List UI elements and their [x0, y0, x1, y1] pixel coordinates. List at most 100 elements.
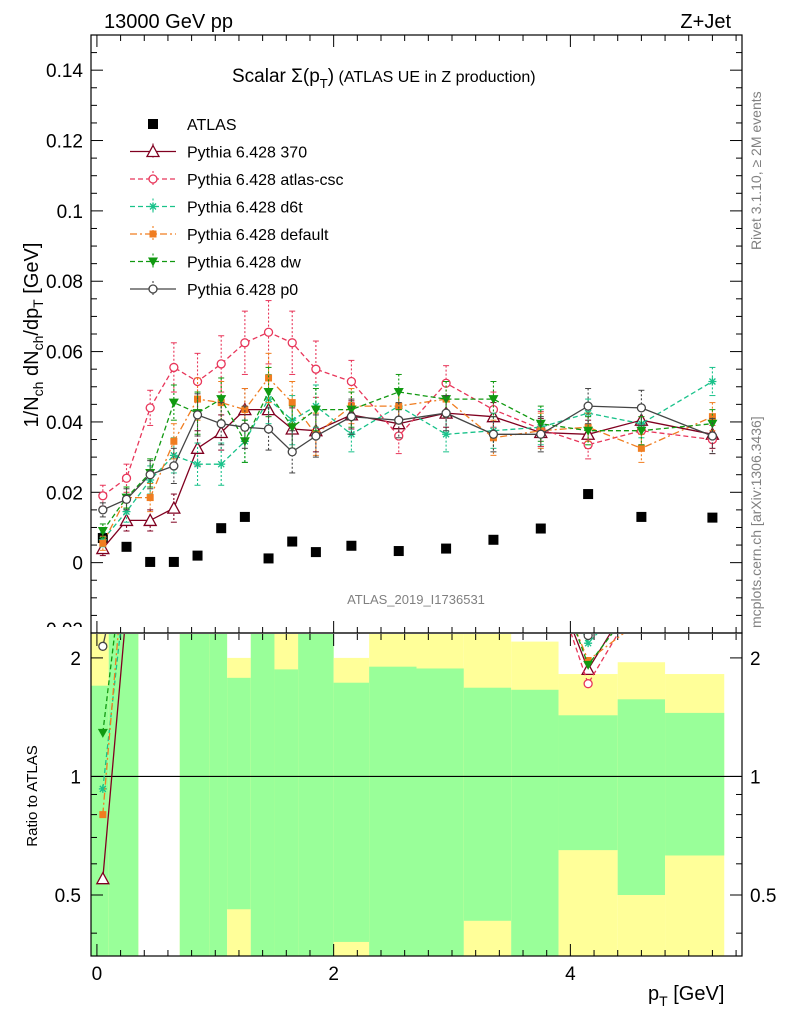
ratio-y-tick-label-right: 0.5: [750, 886, 776, 907]
data-point-dw: [239, 437, 250, 447]
ratio-line-p0: [102, 634, 591, 647]
chart-title: Scalar Σ(pT) (ATLAS UE in Z production): [232, 66, 536, 91]
data-point-ATLAS: [145, 556, 156, 567]
mcplots-label: mcplots.cern.ch [arXiv:1306.3436]: [748, 416, 764, 628]
series-line-d6t: [102, 380, 713, 541]
ratio-band-green: [91, 685, 109, 956]
ratio-band-green: [298, 634, 334, 956]
data-point-atlas_csc: [216, 359, 226, 369]
y-tick-label: 0.12: [46, 132, 83, 153]
analysis-watermark: ATLAS_2019_I1736531: [347, 592, 485, 607]
data-point-p0: [216, 419, 226, 429]
data-point-atlas_csc: [145, 403, 155, 413]
ratio-y-tick-label: 1: [70, 767, 81, 788]
legend-label-ATLAS: ATLAS: [187, 117, 237, 134]
data-point-d6t: [193, 460, 202, 469]
data-point-dw: [393, 388, 404, 398]
header-energy: 13000 GeV pp: [104, 11, 233, 33]
data-point-default: [395, 402, 403, 410]
y-tick-label: 0.14: [46, 61, 83, 82]
data-point-default: [265, 374, 273, 382]
data-point-d6t: [708, 377, 717, 386]
ratio-band-green: [108, 634, 139, 956]
y-tick-label-clipped: 0.02: [46, 620, 83, 641]
legend-label-dw: Pythia 6.428 dw: [187, 255, 301, 272]
data-point-ATLAS: [707, 512, 718, 523]
legend-marker-ATLAS: [148, 119, 158, 129]
main-y-axis-label: 1/Nch dNch/dpT [GeV]: [21, 243, 46, 428]
series-line-370: [102, 408, 713, 550]
data-point-default: [146, 494, 154, 502]
ratio-point-dw: [97, 728, 108, 738]
data-point-p0: [707, 431, 718, 441]
data-point-370: [166, 500, 181, 514]
x-tick-label: 4: [565, 964, 576, 985]
data-point-dw: [535, 419, 546, 429]
ratio-y-tick-label-right: 1: [750, 767, 761, 788]
ratio-band-green: [250, 634, 275, 956]
ratio-band-green: [617, 699, 666, 895]
main-plot-series: [95, 300, 720, 567]
legend-marker-atlas_csc: [148, 174, 158, 184]
data-point-dw: [346, 405, 357, 415]
data-point-default: [241, 406, 249, 414]
data-point-d6t: [169, 451, 178, 460]
legend-label-d6t: Pythia 6.428 d6t: [187, 200, 303, 217]
data-point-ATLAS: [310, 547, 321, 558]
ratio-point-d6t: [584, 639, 593, 648]
data-point-ATLAS: [192, 550, 203, 561]
data-point-atlas_csc: [240, 338, 250, 348]
ratio-uncertainty-bands: [91, 634, 725, 956]
data-point-ATLAS: [346, 540, 357, 551]
data-point-p0: [636, 403, 647, 413]
ratio-plot-series: [91, 634, 742, 885]
data-point-atlas_csc: [169, 362, 179, 373]
ratio-point-default: [99, 811, 107, 819]
data-point-p0: [121, 494, 132, 504]
data-point-p0: [311, 431, 321, 441]
data-point-p0: [488, 429, 499, 439]
rivet-version-label: Rivet 3.1.10, ≥ 2M events: [748, 91, 764, 250]
legend-marker-p0: [148, 284, 158, 294]
data-point-p0: [145, 470, 155, 480]
data-point-ATLAS: [121, 541, 132, 552]
data-point-ATLAS: [239, 511, 250, 522]
series-line-dw: [102, 390, 713, 532]
data-point-atlas_csc: [311, 364, 321, 374]
data-point-p0: [536, 429, 546, 439]
ratio-y-axis-label: Ratio to ATLAS: [24, 745, 41, 846]
legend-marker-370: [145, 144, 161, 158]
ratio-point-p0: [583, 634, 593, 641]
legend: ATLAS Pythia 6.428 370 Pythia 6.428 atlas-…: [130, 117, 344, 299]
ratio-point-370: [95, 871, 110, 885]
data-point-ATLAS: [168, 556, 179, 567]
data-point-ATLAS: [216, 523, 227, 534]
ratio-point-p0: [98, 641, 108, 651]
legend-marker-default: [149, 230, 157, 238]
data-point-p0: [169, 461, 179, 471]
data-point-d6t: [442, 430, 451, 439]
data-point-default: [637, 444, 645, 452]
ratio-band-green: [416, 668, 464, 956]
y-tick-label: 0.04: [46, 413, 83, 434]
ratio-y-tick-label-right: 2: [750, 649, 761, 670]
data-point-d6t: [98, 535, 107, 544]
data-point-atlas_csc: [263, 327, 274, 337]
ratio-point-atlas_csc: [583, 679, 593, 689]
y-tick-label: 0.02: [46, 483, 83, 504]
data-point-dw: [310, 405, 321, 415]
y-tick-label: 0: [72, 554, 83, 575]
data-point-370: [143, 513, 158, 527]
data-point-dw: [216, 395, 227, 405]
legend-label-370: Pythia 6.428 370: [187, 145, 307, 162]
x-tick-label: 2: [328, 964, 339, 985]
data-point-dw: [168, 398, 179, 408]
ratio-line-dw: [102, 634, 613, 733]
data-point-default: [708, 413, 716, 421]
data-point-dw: [583, 426, 594, 436]
data-point-p0: [583, 401, 593, 411]
data-point-default: [288, 399, 296, 407]
ratio-y-tick-label: 2: [70, 649, 81, 670]
ratio-band-green: [179, 634, 210, 956]
data-point-dw: [636, 426, 647, 436]
